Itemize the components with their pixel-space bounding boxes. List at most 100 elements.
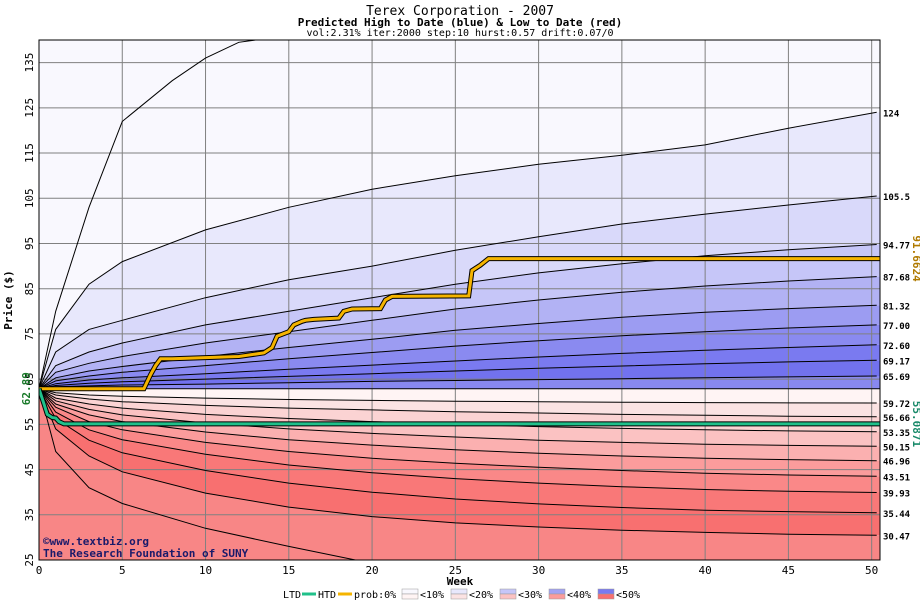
lower-quantile-line xyxy=(39,388,877,462)
legend-bucket-label: <20% xyxy=(469,590,493,600)
lower-band xyxy=(39,388,880,447)
x-axis-title: Week xyxy=(447,575,474,588)
x-tick-label: 10 xyxy=(199,564,212,577)
y-tick-label: 135 xyxy=(23,53,36,73)
x-tick-label: 5 xyxy=(119,564,126,577)
y-tick-label: 45 xyxy=(23,463,36,476)
upper-band xyxy=(39,276,880,389)
ltd-end-label: 55.0871 xyxy=(910,401,920,448)
lower-quantile-label: 50.15 xyxy=(883,443,910,453)
lower-band xyxy=(39,388,880,432)
x-tick-label: 35 xyxy=(615,564,628,577)
lower-band xyxy=(39,388,880,560)
plot-frame xyxy=(38,39,881,561)
y-tick-label: 75 xyxy=(23,327,36,340)
y-tick-label: 35 xyxy=(23,508,36,521)
upper-quantile-label: 105.5 xyxy=(883,193,910,203)
lower-quantile-label: 56.66 xyxy=(883,414,910,424)
lower-quantile-label: 59.72 xyxy=(883,400,910,410)
htd-series-line xyxy=(39,257,880,391)
start-price-label: 62.89 xyxy=(20,372,33,405)
chart-title: Terex Corporation - 2007 xyxy=(366,4,554,19)
upper-quantile-line xyxy=(39,111,877,389)
plot-area xyxy=(39,40,880,560)
chart-parameters: vol:2.31% iter:2000 step:10 hurst:0.57 d… xyxy=(306,28,614,39)
x-tick-label: 20 xyxy=(365,564,378,577)
legend-swatch-upper xyxy=(548,588,566,595)
y-tick-label: 105 xyxy=(23,188,36,208)
lower-quantile-label: 43.51 xyxy=(883,473,910,483)
legend-swatch-upper xyxy=(597,588,615,595)
y-tick-label: 95 xyxy=(23,237,36,250)
lower-quantile-label: 39.93 xyxy=(883,489,910,499)
lower-quantile-line xyxy=(39,388,877,493)
lower-quantile-label: 53.35 xyxy=(883,429,910,439)
lower-quantile-line xyxy=(39,388,877,514)
upper-quantile-label: 65.69 xyxy=(883,373,910,383)
y-tick-label: 115 xyxy=(23,143,36,163)
upper-quantile-label: 69.17 xyxy=(883,357,910,367)
lower-quantile-line xyxy=(39,388,877,447)
upper-band xyxy=(39,112,880,389)
x-tick-label: 40 xyxy=(699,564,712,577)
x-tick-label: 0 xyxy=(36,564,43,577)
ltd-series-line xyxy=(39,388,880,426)
legend-swatch-upper xyxy=(499,588,517,595)
upper-quantile-line xyxy=(39,276,877,390)
lower-quantile-line xyxy=(39,388,877,536)
outer-lower-line xyxy=(39,388,356,560)
x-tick-label: 25 xyxy=(449,564,462,577)
upper-quantile-label: 124 xyxy=(883,109,900,119)
lower-quantile-label: 30.47 xyxy=(883,532,910,542)
y-tick-label: 85 xyxy=(23,282,36,295)
x-tick-label: 50 xyxy=(865,564,878,577)
outer-upper-line xyxy=(39,40,256,389)
watermark-org: The Research Foundation of SUNY xyxy=(43,547,249,560)
y-tick-label: 25 xyxy=(23,553,36,566)
legend-bucket-label: <40% xyxy=(567,590,591,600)
x-tick-label: 15 xyxy=(282,564,295,577)
lower-quantile-line xyxy=(39,388,877,418)
watermark-url: ©www.textbiz.org xyxy=(43,535,149,548)
legend-swatch-lower xyxy=(450,593,468,600)
lower-quantile-line xyxy=(39,388,877,404)
legend-ltd-label: LTD xyxy=(283,590,301,600)
upper-band xyxy=(39,360,880,389)
legend-swatch-lower xyxy=(499,593,517,600)
legend-bucket-label: <50% xyxy=(616,590,640,600)
x-tick-label: 45 xyxy=(782,564,795,577)
legend-swatch-lower xyxy=(401,593,419,600)
lower-band xyxy=(39,388,880,417)
x-tick-label: 30 xyxy=(532,564,545,577)
lower-band xyxy=(39,388,880,403)
upper-band xyxy=(39,196,880,389)
upper-quantile-line xyxy=(39,324,877,390)
upper-quantile-line xyxy=(39,375,877,390)
upper-quantile-line xyxy=(39,244,877,389)
legend-swatch-upper xyxy=(450,588,468,595)
legend-swatch-lower xyxy=(548,593,566,600)
lower-band xyxy=(39,388,880,493)
upper-band xyxy=(39,324,880,389)
upper-band xyxy=(39,305,880,389)
legend-bucket-label: <30% xyxy=(518,590,542,600)
lower-band xyxy=(39,388,880,536)
y-tick-label: 125 xyxy=(23,98,36,118)
htd-end-label: 91.6624 xyxy=(910,235,920,282)
upper-band xyxy=(39,40,880,389)
y-axis-title: Price ($) xyxy=(2,270,15,330)
chart-subtitle: Predicted High to Date (blue) & Low to D… xyxy=(297,16,623,29)
lower-quantile-label: 35.44 xyxy=(883,510,911,520)
upper-quantile-line xyxy=(39,304,877,390)
legend-swatch-upper xyxy=(401,588,419,595)
upper-band xyxy=(39,344,880,389)
y-tick-label: 65 xyxy=(23,373,36,386)
y-tick-label: 55 xyxy=(23,418,36,431)
upper-quantile-line xyxy=(39,359,877,390)
legend-bucket-label: <10% xyxy=(420,590,444,600)
upper-quantile-label: 72.60 xyxy=(883,342,910,352)
upper-band xyxy=(39,244,880,389)
upper-quantile-line xyxy=(39,195,877,389)
